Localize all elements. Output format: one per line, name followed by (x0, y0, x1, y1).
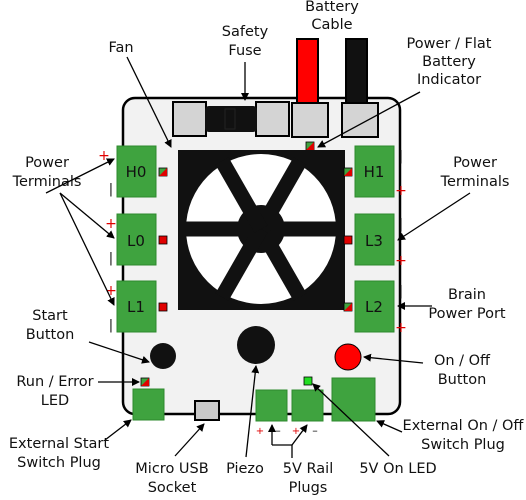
safety-fuse-label-1: Safety (222, 24, 269, 40)
piezo-label: Piezo (226, 461, 264, 477)
svg-text:+: + (105, 216, 117, 232)
brain-power-port-label-2: Power Port (428, 306, 506, 322)
battery-connector-neg (341, 102, 379, 138)
on-off-button[interactable] (334, 343, 362, 371)
svg-text:|: | (399, 284, 403, 299)
terminal-l0-label: L0 (127, 232, 145, 250)
svg-text:|: | (399, 217, 403, 232)
svg-text:+: + (395, 253, 407, 269)
terminal-l1-label: L1 (127, 298, 145, 316)
terminal-led-icons (158, 167, 353, 312)
brain-power-port-label-1: Brain (448, 287, 486, 303)
battery-indicator-led (305, 141, 315, 151)
fan-icon (178, 150, 345, 310)
terminal-l1[interactable]: L1 (116, 280, 157, 333)
external-onoff-plug-label-1: External On / Off (403, 418, 525, 434)
external-onoff-plug-label-2: Switch Plug (421, 437, 505, 453)
piezo-icon (237, 326, 275, 364)
polarity-right: | + | + | + (395, 149, 407, 336)
svg-text:+: + (98, 148, 110, 164)
run-error-led (140, 377, 150, 387)
external-start-plug-label-1: External Start (9, 436, 110, 452)
terminal-h0-label: H0 (126, 163, 147, 181)
external-onoff-plug[interactable] (331, 377, 376, 422)
battery-connector-pos (291, 102, 329, 138)
power-terminals-left-label-1: Power (25, 155, 69, 171)
usb-icon[interactable] (194, 400, 220, 421)
on-led-label: 5V On LED (359, 461, 436, 477)
external-start-plug[interactable] (132, 388, 165, 421)
rail-plug-1[interactable] (255, 389, 288, 422)
on-off-button-label-1: On / Off (434, 353, 491, 369)
svg-text:|: | (399, 149, 403, 164)
power-terminals-right-label-1: Power (453, 155, 497, 171)
battery-cable-label-1: Battery (305, 0, 359, 15)
svg-text:+: + (292, 426, 300, 437)
fan-label: Fan (108, 40, 133, 56)
micro-usb-label-2: Socket (148, 480, 197, 496)
5v-on-led (303, 376, 313, 386)
polarity-left: + | + | + | (98, 148, 117, 333)
battery-indicator-label-3: Indicator (417, 72, 481, 88)
svg-text:|: | (109, 251, 113, 266)
rail-plugs-label-2: Plugs (289, 480, 328, 496)
battery-indicator-label-2: Battery (422, 54, 476, 70)
start-button[interactable] (150, 343, 176, 369)
rail-polarity: + – + – (256, 424, 318, 437)
svg-text:|: | (109, 318, 113, 333)
safety-fuse-label-2: Fuse (228, 43, 261, 59)
on-off-button-label-2: Button (438, 372, 487, 388)
svg-text:+: + (256, 426, 264, 437)
terminal-l2[interactable]: L2 (354, 280, 395, 333)
terminal-l2-label: L2 (365, 298, 383, 316)
run-error-led-label-1: Run / Error (16, 374, 93, 390)
external-start-plug-label-2: Switch Plug (17, 455, 101, 471)
terminal-h0[interactable]: H0 (116, 145, 157, 198)
svg-text:|: | (109, 182, 113, 197)
terminal-l0[interactable]: L0 (116, 213, 157, 266)
rail-plugs-label-1: 5V Rail (283, 461, 333, 477)
svg-text:–: – (275, 424, 281, 437)
power-terminals-right-label-2: Terminals (440, 174, 510, 190)
micro-usb-label-1: Micro USB (135, 461, 208, 477)
svg-text:–: – (312, 424, 318, 437)
run-error-led-label-2: LED (41, 393, 69, 409)
pointer-arrows (45, 56, 471, 458)
battery-indicator-label-1: Power / Flat (407, 36, 492, 52)
rail-plug-2[interactable] (291, 389, 324, 422)
svg-text:+: + (105, 283, 117, 299)
battery-cable-label-2: Cable (311, 17, 352, 33)
start-button-label-2: Button (26, 327, 75, 343)
fuse-icon (172, 101, 290, 137)
svg-text:+: + (395, 183, 407, 199)
start-button-label-1: Start (32, 308, 68, 324)
terminal-h1-label: H1 (364, 163, 385, 181)
terminal-h1[interactable]: H1 (354, 145, 395, 198)
power-terminals-left-label-2: Terminals (12, 174, 82, 190)
terminal-l3-label: L3 (365, 232, 383, 250)
terminal-l3[interactable]: L3 (354, 213, 395, 266)
svg-text:+: + (395, 320, 407, 336)
